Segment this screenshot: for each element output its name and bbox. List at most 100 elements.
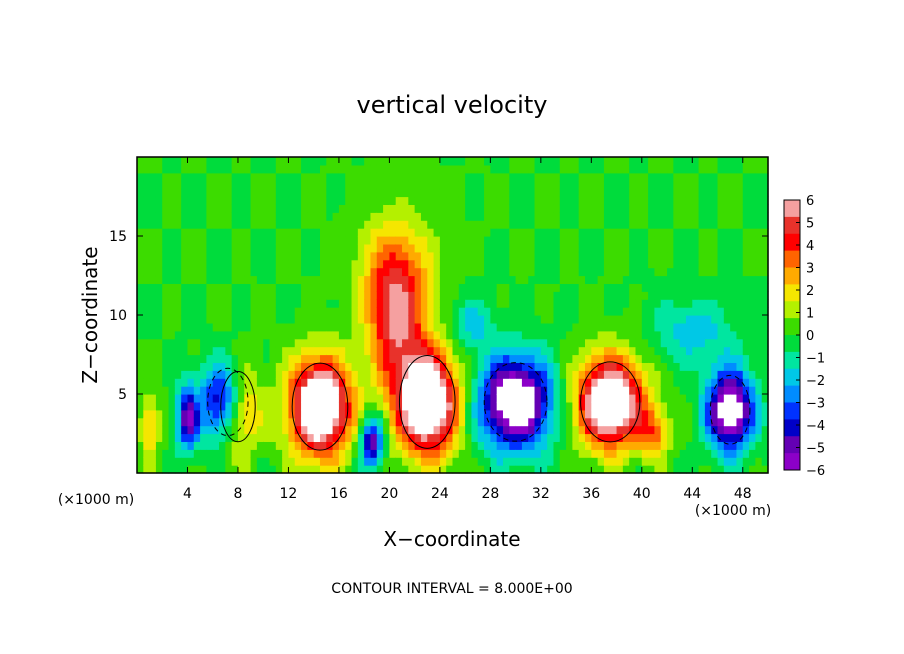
heatmap-cell <box>559 330 567 340</box>
heatmap-cell <box>187 196 195 205</box>
heatmap-cell <box>452 409 460 419</box>
heatmap-cell <box>427 386 435 395</box>
heatmap-cell <box>635 465 643 474</box>
heatmap-cell <box>294 370 302 379</box>
heatmap-cell <box>307 425 315 435</box>
heatmap-cell <box>231 212 239 221</box>
heatmap-cell <box>288 164 296 174</box>
heatmap-cell <box>635 259 643 269</box>
heatmap-cell <box>673 362 681 371</box>
heatmap-cell <box>553 378 561 387</box>
heatmap-cell <box>749 228 756 237</box>
heatmap-cell <box>685 386 693 395</box>
heatmap-cell <box>660 457 668 466</box>
heatmap-cell <box>736 417 744 427</box>
heatmap-cell <box>439 330 447 340</box>
heatmap-cell <box>376 338 384 348</box>
heatmap-cell <box>591 338 599 348</box>
heatmap-cell <box>585 401 592 411</box>
heatmap-cell <box>654 204 662 213</box>
heatmap-cell <box>509 307 517 316</box>
heatmap-cell <box>572 425 580 435</box>
heatmap-cell <box>692 449 700 458</box>
colorbar-label: 2 <box>806 284 814 299</box>
heatmap-cell <box>496 433 504 442</box>
heatmap-cell <box>370 425 378 435</box>
heatmap-cell <box>736 386 744 395</box>
heatmap-cell <box>591 465 599 474</box>
heatmap-cell <box>193 338 201 348</box>
heatmap-cell <box>338 180 346 190</box>
heatmap-cell <box>149 283 157 292</box>
colorbar-swatch <box>784 216 800 235</box>
heatmap-cell <box>231 441 239 450</box>
heatmap-cell <box>585 267 592 277</box>
heatmap-cell <box>458 370 466 379</box>
heatmap-cell <box>597 465 605 474</box>
heatmap-cell <box>155 362 163 371</box>
heatmap-cell <box>193 378 201 387</box>
heatmap-cell <box>389 409 397 419</box>
heatmap-cell <box>149 180 157 190</box>
heatmap-cell <box>660 322 668 332</box>
heatmap-cell <box>237 401 245 411</box>
heatmap-cell <box>458 307 466 316</box>
heatmap-cell <box>502 354 510 363</box>
heatmap-cell <box>667 291 674 300</box>
heatmap-cell <box>383 283 390 292</box>
heatmap-cell <box>654 275 662 284</box>
heatmap-cell <box>212 299 220 308</box>
heatmap-cell <box>711 275 719 284</box>
heatmap-cell <box>364 220 372 229</box>
heatmap-cell <box>370 315 378 324</box>
heatmap-cell <box>603 378 611 387</box>
heatmap-cell <box>553 180 561 190</box>
heatmap-cell <box>585 307 592 316</box>
heatmap-cell <box>389 449 397 458</box>
heatmap-cell <box>288 346 296 356</box>
negative-contour <box>709 374 751 445</box>
heatmap-cell <box>231 394 239 403</box>
heatmap-cell <box>345 370 353 379</box>
heatmap-cell <box>540 188 548 198</box>
heatmap-cell <box>364 212 372 221</box>
heatmap-cell <box>155 196 163 205</box>
heatmap-cell <box>200 307 208 316</box>
heatmap-cell <box>610 267 618 277</box>
heatmap-cell <box>326 157 334 166</box>
heatmap-cell <box>282 315 290 324</box>
heatmap-cell <box>294 251 302 261</box>
heatmap-cell <box>364 401 372 411</box>
heatmap-cell <box>704 204 712 213</box>
heatmap-cell <box>458 417 466 427</box>
heatmap-cell <box>629 457 637 466</box>
heatmap-cell <box>168 409 176 419</box>
heatmap-cell <box>692 457 700 466</box>
heatmap-cell <box>414 362 422 371</box>
heatmap-cell <box>622 157 630 166</box>
heatmap-cell <box>673 157 681 166</box>
heatmap-cell <box>679 299 687 308</box>
heatmap-cell <box>345 228 353 237</box>
heatmap-cell <box>326 417 334 427</box>
heatmap-cell <box>730 401 738 411</box>
heatmap-cell <box>282 330 290 340</box>
heatmap-cell <box>256 417 264 427</box>
heatmap-cell <box>269 378 277 387</box>
heatmap-cell <box>591 417 599 427</box>
heatmap-cell <box>578 212 586 221</box>
heatmap-cell <box>667 251 674 261</box>
heatmap-cell <box>433 378 441 387</box>
heatmap-cell <box>433 243 441 253</box>
heatmap-cell <box>679 220 687 229</box>
heatmap-cell <box>629 236 637 245</box>
heatmap-cell <box>427 251 435 261</box>
heatmap-cell <box>294 172 302 182</box>
heatmap-cell <box>332 370 340 379</box>
heatmap-cell <box>288 362 296 371</box>
heatmap-cell <box>389 172 397 182</box>
heatmap-cell <box>414 236 422 245</box>
heatmap-cell <box>673 370 681 379</box>
heatmap-cell <box>452 307 460 316</box>
heatmap-cell <box>357 283 365 292</box>
